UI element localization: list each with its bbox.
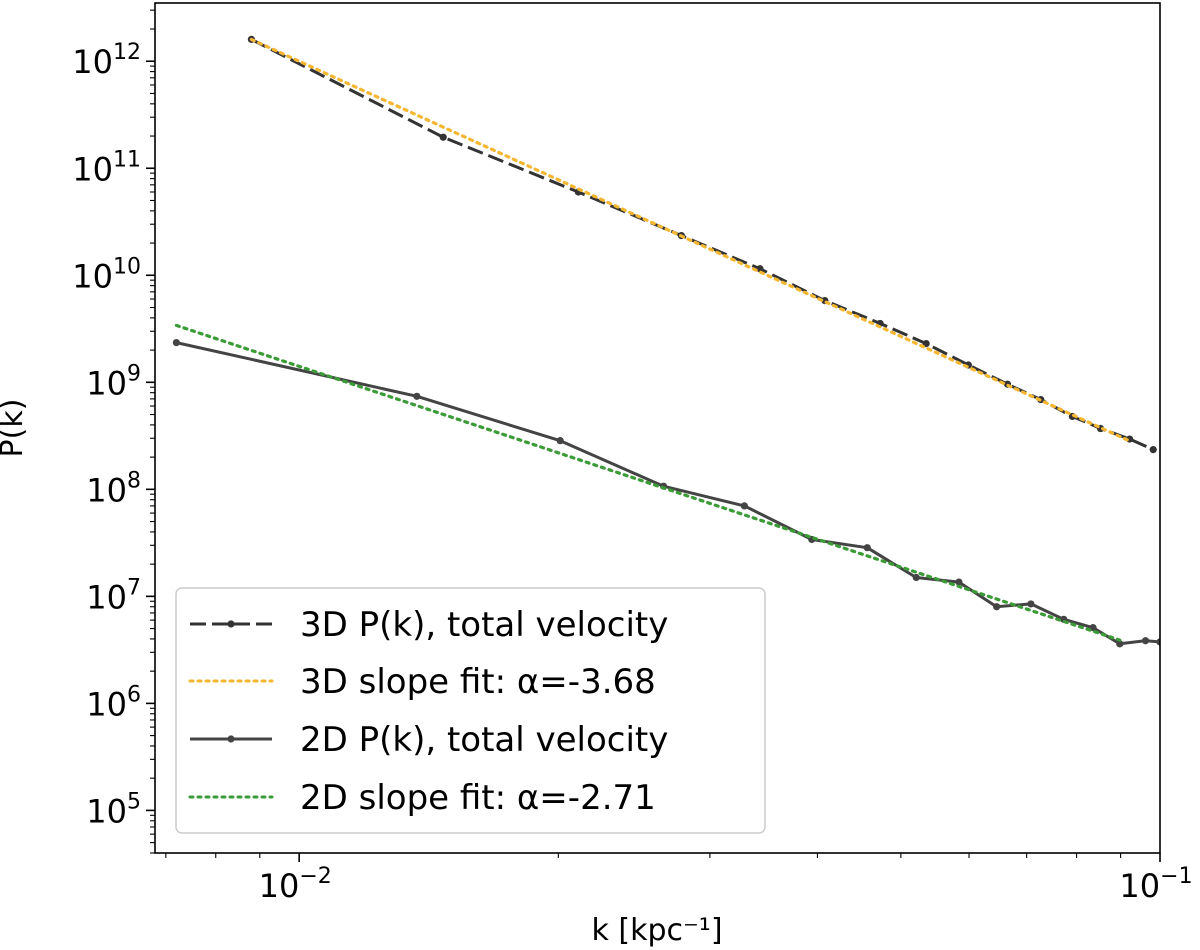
series-0-point bbox=[439, 133, 447, 141]
series-2-point bbox=[1156, 638, 1160, 646]
x-tick-label: 10−2 bbox=[259, 864, 332, 905]
series-2-point bbox=[556, 437, 564, 445]
series-0-point bbox=[756, 265, 764, 273]
legend-marker-0 bbox=[227, 620, 235, 628]
y-tick-label: 106 bbox=[86, 682, 141, 723]
y-tick-label: 1010 bbox=[72, 254, 141, 295]
series-layer bbox=[172, 35, 1160, 648]
series-line-3 bbox=[174, 323, 1122, 642]
legend: 3D P(k), total velocity 3D slope fit: α=-… bbox=[175, 587, 766, 834]
legend-label-2: 2D P(k), total velocity bbox=[300, 720, 668, 760]
series-2-point bbox=[740, 502, 748, 510]
series-2-point bbox=[1116, 640, 1124, 648]
y-axis-label: P(k) bbox=[0, 399, 30, 458]
legend-box bbox=[175, 587, 766, 834]
y-tick-label: 1011 bbox=[72, 147, 141, 188]
series-2-point bbox=[413, 392, 421, 400]
y-tick-label: 105 bbox=[86, 789, 141, 830]
series-0-point bbox=[1149, 446, 1157, 454]
series-2-point bbox=[955, 578, 963, 586]
series-2-point bbox=[172, 338, 180, 347]
plot-frame bbox=[154, 2, 1161, 854]
y-tick-label: 109 bbox=[86, 361, 141, 402]
legend-label-1: 3D slope fit: α=-3.68 bbox=[300, 662, 656, 702]
series-2-point bbox=[993, 603, 1001, 611]
legend-label-0: 3D P(k), total velocity bbox=[300, 605, 668, 645]
x-tick-label: 10−1 bbox=[1119, 864, 1192, 905]
series-0-point bbox=[922, 339, 930, 348]
y-tick-label: 107 bbox=[86, 575, 141, 616]
series-line-1 bbox=[249, 37, 1132, 443]
series-2-point bbox=[1141, 637, 1150, 645]
series-2-point bbox=[863, 544, 871, 552]
y-tick-label: 108 bbox=[86, 468, 141, 509]
x-axis-label: k [kpc⁻¹] bbox=[591, 913, 722, 948]
y-tick-label: 1012 bbox=[72, 40, 141, 81]
legend-label-3: 2D slope fit: α=-2.71 bbox=[300, 778, 656, 818]
ticks-layer: 105 106 107 108 109 1010 1011 1012 10−2 10−1 bbox=[72, 9, 1193, 905]
legend-marker-2 bbox=[227, 735, 235, 743]
series-2-point bbox=[912, 573, 920, 582]
series-2-point bbox=[1027, 600, 1035, 608]
